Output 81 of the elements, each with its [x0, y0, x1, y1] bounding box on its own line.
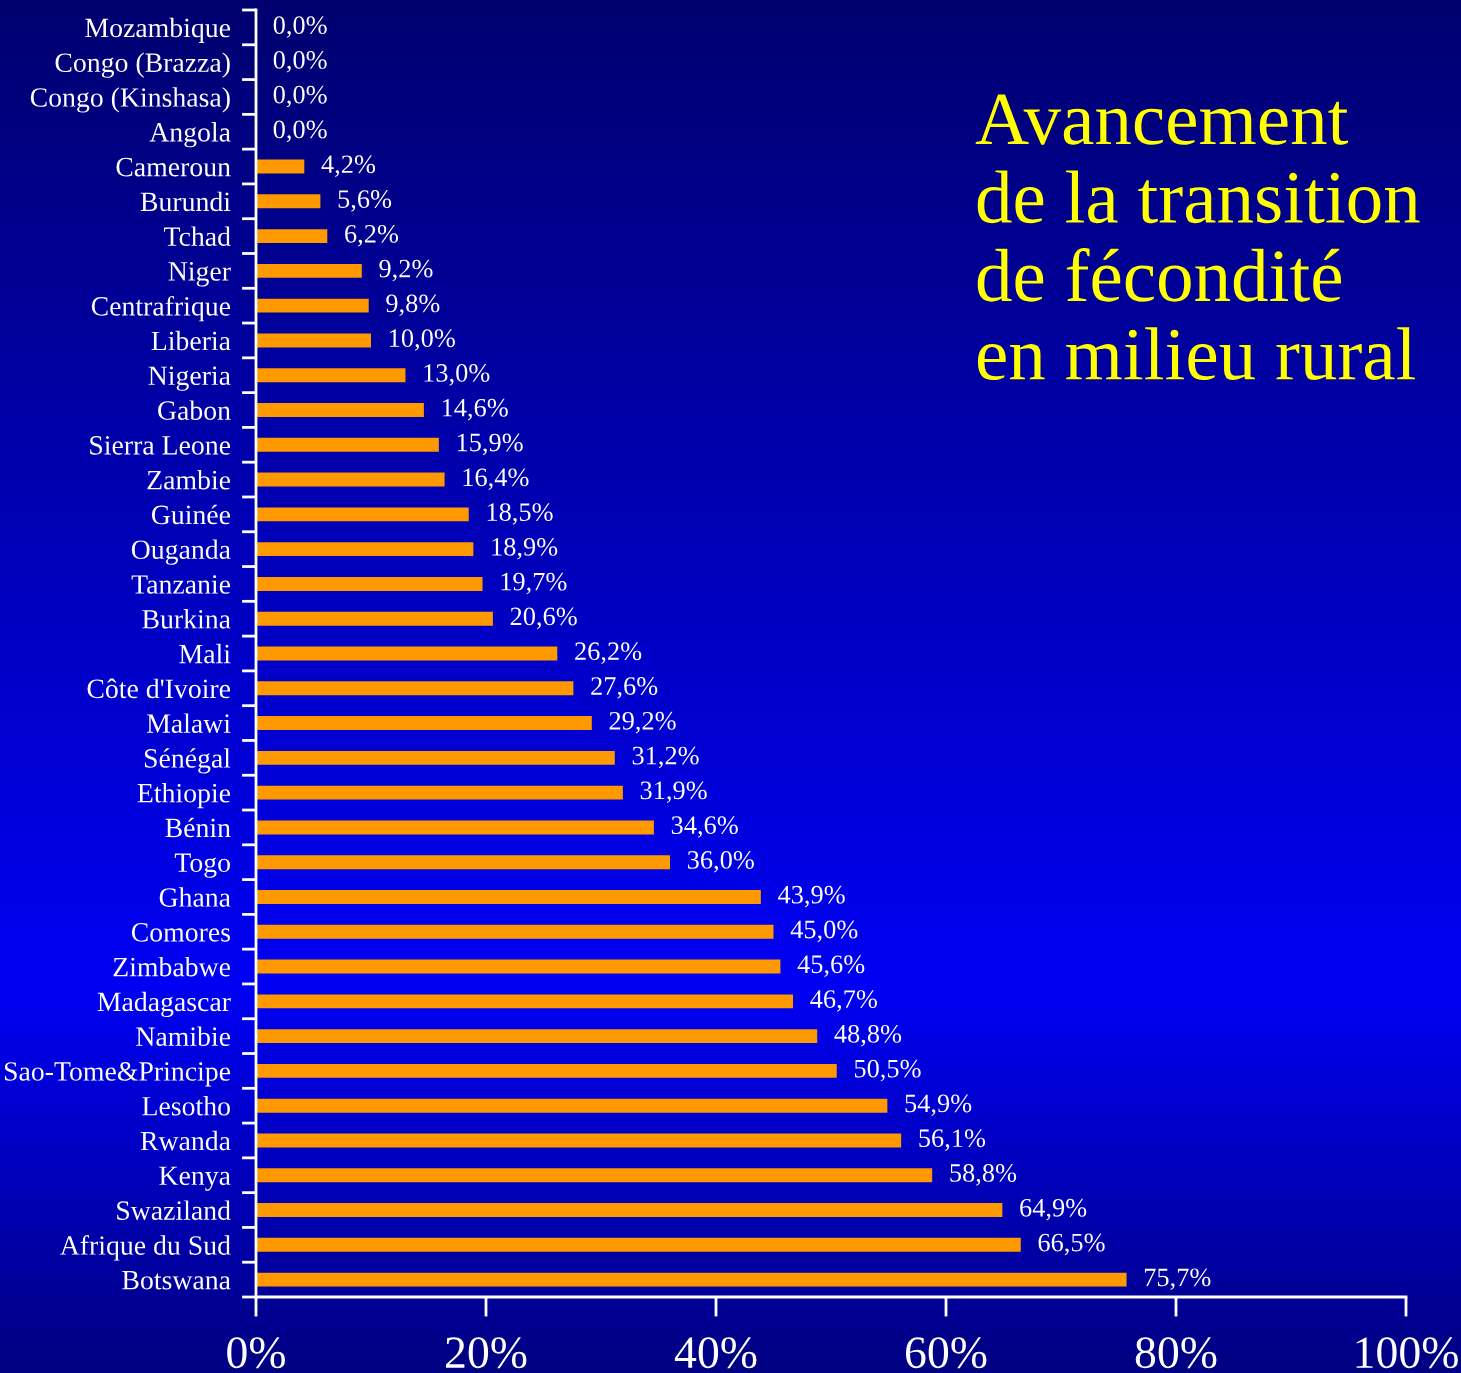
- y-tick-label: Liberia: [151, 330, 231, 351]
- data-label: 9,8%: [386, 294, 440, 317]
- data-label: 15,9%: [457, 433, 523, 456]
- data-label: 45,0%: [790, 920, 858, 943]
- data-label: 26,2%: [575, 642, 642, 664]
- x-tick-label: 80%: [1135, 1337, 1217, 1369]
- y-tick-label: Ethiopie: [137, 783, 231, 809]
- data-label: 4,2%: [321, 155, 376, 177]
- data-label: 54,9%: [905, 1094, 972, 1117]
- data-label: 0,0%: [273, 120, 327, 143]
- data-label: 31,9%: [640, 781, 707, 804]
- y-tick-label: Mozambique: [85, 17, 231, 43]
- y-tick-label: Guinée: [151, 504, 231, 525]
- data-label: 9,2%: [379, 259, 433, 282]
- data-label: 31,2%: [632, 746, 699, 769]
- data-label: 34,6%: [671, 816, 738, 838]
- data-label: 66,5%: [1038, 1233, 1105, 1256]
- data-label: 58,8%: [950, 1164, 1017, 1186]
- y-tick-label: Malawi: [146, 713, 231, 733]
- data-label: 43,9%: [778, 885, 845, 908]
- y-tick-label: Togo: [174, 853, 230, 878]
- y-tick-label: Sao-Tome&Principe: [4, 1062, 231, 1087]
- y-tick-label: Sénégal: [144, 748, 231, 774]
- y-tick-label: Swaziland: [117, 1200, 231, 1220]
- y-tick-label: Sierra Leone: [90, 436, 231, 455]
- y-tick-label: Zambie: [147, 469, 231, 490]
- y-tick-label: Burkina: [142, 609, 231, 629]
- y-tick-label: Tanzanie: [131, 575, 231, 594]
- data-label: 46,7%: [810, 990, 877, 1012]
- data-label: 20,6%: [510, 607, 577, 630]
- data-label: 56,1%: [919, 1129, 986, 1151]
- y-tick-label: Gabon: [158, 400, 231, 420]
- y-tick-label: Lesotho: [142, 1096, 230, 1116]
- y-tick-label: Tchad: [164, 226, 231, 247]
- y-tick-label: Burundi: [140, 191, 231, 212]
- data-label: 5,6%: [338, 190, 392, 212]
- data-label: 14,6%: [442, 398, 508, 421]
- data-label: 18,9%: [492, 537, 558, 560]
- y-tick-label: Congo (Brazza): [55, 52, 230, 78]
- y-tick-label: Nigeria: [148, 366, 231, 391]
- y-tick-label: Niger: [168, 262, 231, 287]
- data-label: 0,0%: [273, 50, 327, 73]
- y-tick-label: Namibie: [136, 1026, 231, 1047]
- y-tick-label: Zimbabwe: [113, 956, 231, 977]
- data-label: 45,6%: [797, 955, 865, 977]
- data-label: 6,2%: [345, 224, 399, 247]
- data-label: 0,0%: [273, 16, 327, 38]
- data-label: 48,8%: [834, 1024, 902, 1047]
- y-tick-label: Botswana: [122, 1271, 231, 1290]
- data-label: 19,7%: [501, 572, 567, 595]
- text: Avancement de la transition de fécondité en milieu rural: [975, 94, 1420, 381]
- y-tick-label: Afrique du Sud: [60, 1235, 231, 1261]
- y-tick-label: Côte d'Ivoire: [87, 678, 231, 699]
- y-tick-label: Congo (Kinshasa): [30, 87, 230, 113]
- data-label: 75,7%: [1144, 1268, 1211, 1291]
- y-tick-label: Comores: [131, 923, 230, 942]
- x-tick-label: 0%: [227, 1337, 285, 1369]
- x-tick-label: 60%: [905, 1337, 987, 1369]
- data-label: 36,0%: [687, 851, 754, 873]
- y-tick-label: Mali: [179, 643, 231, 664]
- data-label: 50,5%: [854, 1059, 921, 1082]
- data-label: 29,2%: [609, 711, 676, 734]
- x-tick-label: 40%: [674, 1337, 757, 1369]
- data-label: 10,0%: [389, 329, 455, 351]
- y-tick-label: Ghana: [159, 887, 231, 907]
- x-tick-label: 100%: [1356, 1337, 1458, 1369]
- y-tick-label: Ouganda: [131, 539, 231, 565]
- y-tick-label: Bénin: [165, 817, 231, 838]
- data-label: 16,4%: [463, 468, 529, 490]
- data-label: 13,0%: [424, 364, 490, 386]
- y-tick-label: Centrafrique: [91, 295, 231, 322]
- y-tick-label: Madagascar: [97, 991, 231, 1017]
- x-tick-label: 20%: [446, 1337, 527, 1369]
- y-tick-label: Rwanda: [140, 1130, 231, 1151]
- data-label: 27,6%: [591, 677, 658, 699]
- y-tick-label: Kenya: [159, 1166, 231, 1191]
- data-label: 64,9%: [1020, 1198, 1087, 1221]
- y-tick-label: Angola: [149, 122, 231, 148]
- y-tick-label: Cameroun: [116, 157, 231, 177]
- data-label: 18,5%: [487, 503, 553, 525]
- data-label: 0,0%: [273, 85, 327, 108]
